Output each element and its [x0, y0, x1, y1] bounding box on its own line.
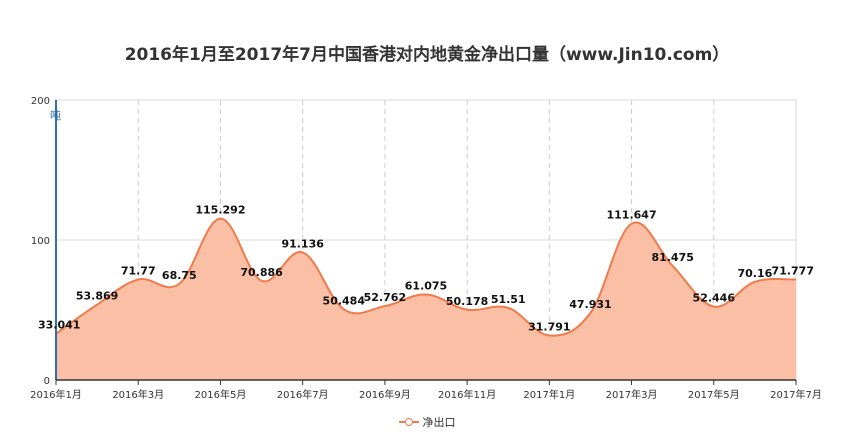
grid-layer: [56, 99, 797, 380]
x-tick-label-4: 2016年9月: [359, 388, 411, 401]
data-label-9: 61.075: [405, 279, 447, 292]
data-label-18: 71.777: [772, 265, 814, 278]
series-area-fill: [56, 218, 796, 380]
legend-label: 净出口: [422, 416, 456, 429]
legend-item-net-export[interactable]: 净出口: [398, 414, 456, 430]
chart-title: 2016年1月至2017年7月中国香港对内地黄金净出口量（www.Jin10.c…: [124, 45, 730, 65]
data-label-0: 33.041: [38, 319, 80, 332]
data-label-16: 52.446: [693, 292, 736, 305]
data-label-17: 70.16: [737, 267, 772, 280]
data-label-6: 91.136: [281, 237, 324, 250]
x-tick-label-2: 2016年5月: [195, 388, 247, 401]
data-label-2: 71.77: [121, 265, 156, 278]
data-label-15: 81.475: [651, 251, 693, 264]
data-label-7: 50.484: [323, 294, 366, 307]
tick-layer: 0 100 200 2016年1月 2016年3月 2016年5月 2016年7月 2016年…: [30, 96, 822, 401]
data-label-8: 52.762: [364, 291, 406, 304]
x-tick-label-3: 2016年7月: [277, 388, 329, 401]
legend-line-marker-icon: [398, 417, 419, 427]
data-label-13: 47.931: [569, 298, 611, 311]
x-tick-label-8: 2017年5月: [688, 388, 740, 401]
area-layer: [55, 217, 797, 380]
y-tick-label-0: 0: [44, 376, 50, 387]
y-tick-label-2: 200: [31, 96, 50, 107]
data-label-10: 50.178: [446, 295, 488, 308]
legend[interactable]: 净出口: [0, 414, 854, 430]
data-label-3: 68.75: [162, 269, 197, 282]
x-tick-label-0: 2016年1月: [30, 388, 82, 401]
x-tick-label-5: 2016年11月: [438, 388, 496, 401]
y-tick-label-1: 100: [31, 236, 50, 247]
x-tick-label-1: 2016年3月: [112, 388, 164, 401]
data-label-1: 53.869: [76, 290, 118, 303]
x-tick-label-9: 2017年7月: [770, 388, 822, 401]
data-label-14: 111.647: [607, 209, 657, 222]
data-label-4: 115.292: [195, 204, 245, 217]
data-label-5: 70.886: [240, 266, 283, 279]
series-line: [55, 217, 797, 337]
x-tick-label-6: 2017年1月: [523, 388, 575, 401]
x-tick-label-7: 2017年3月: [606, 388, 658, 401]
data-label-12: 31.791: [528, 320, 570, 333]
axis-layer: [55, 100, 797, 385]
data-label-11: 51.51: [491, 293, 526, 306]
